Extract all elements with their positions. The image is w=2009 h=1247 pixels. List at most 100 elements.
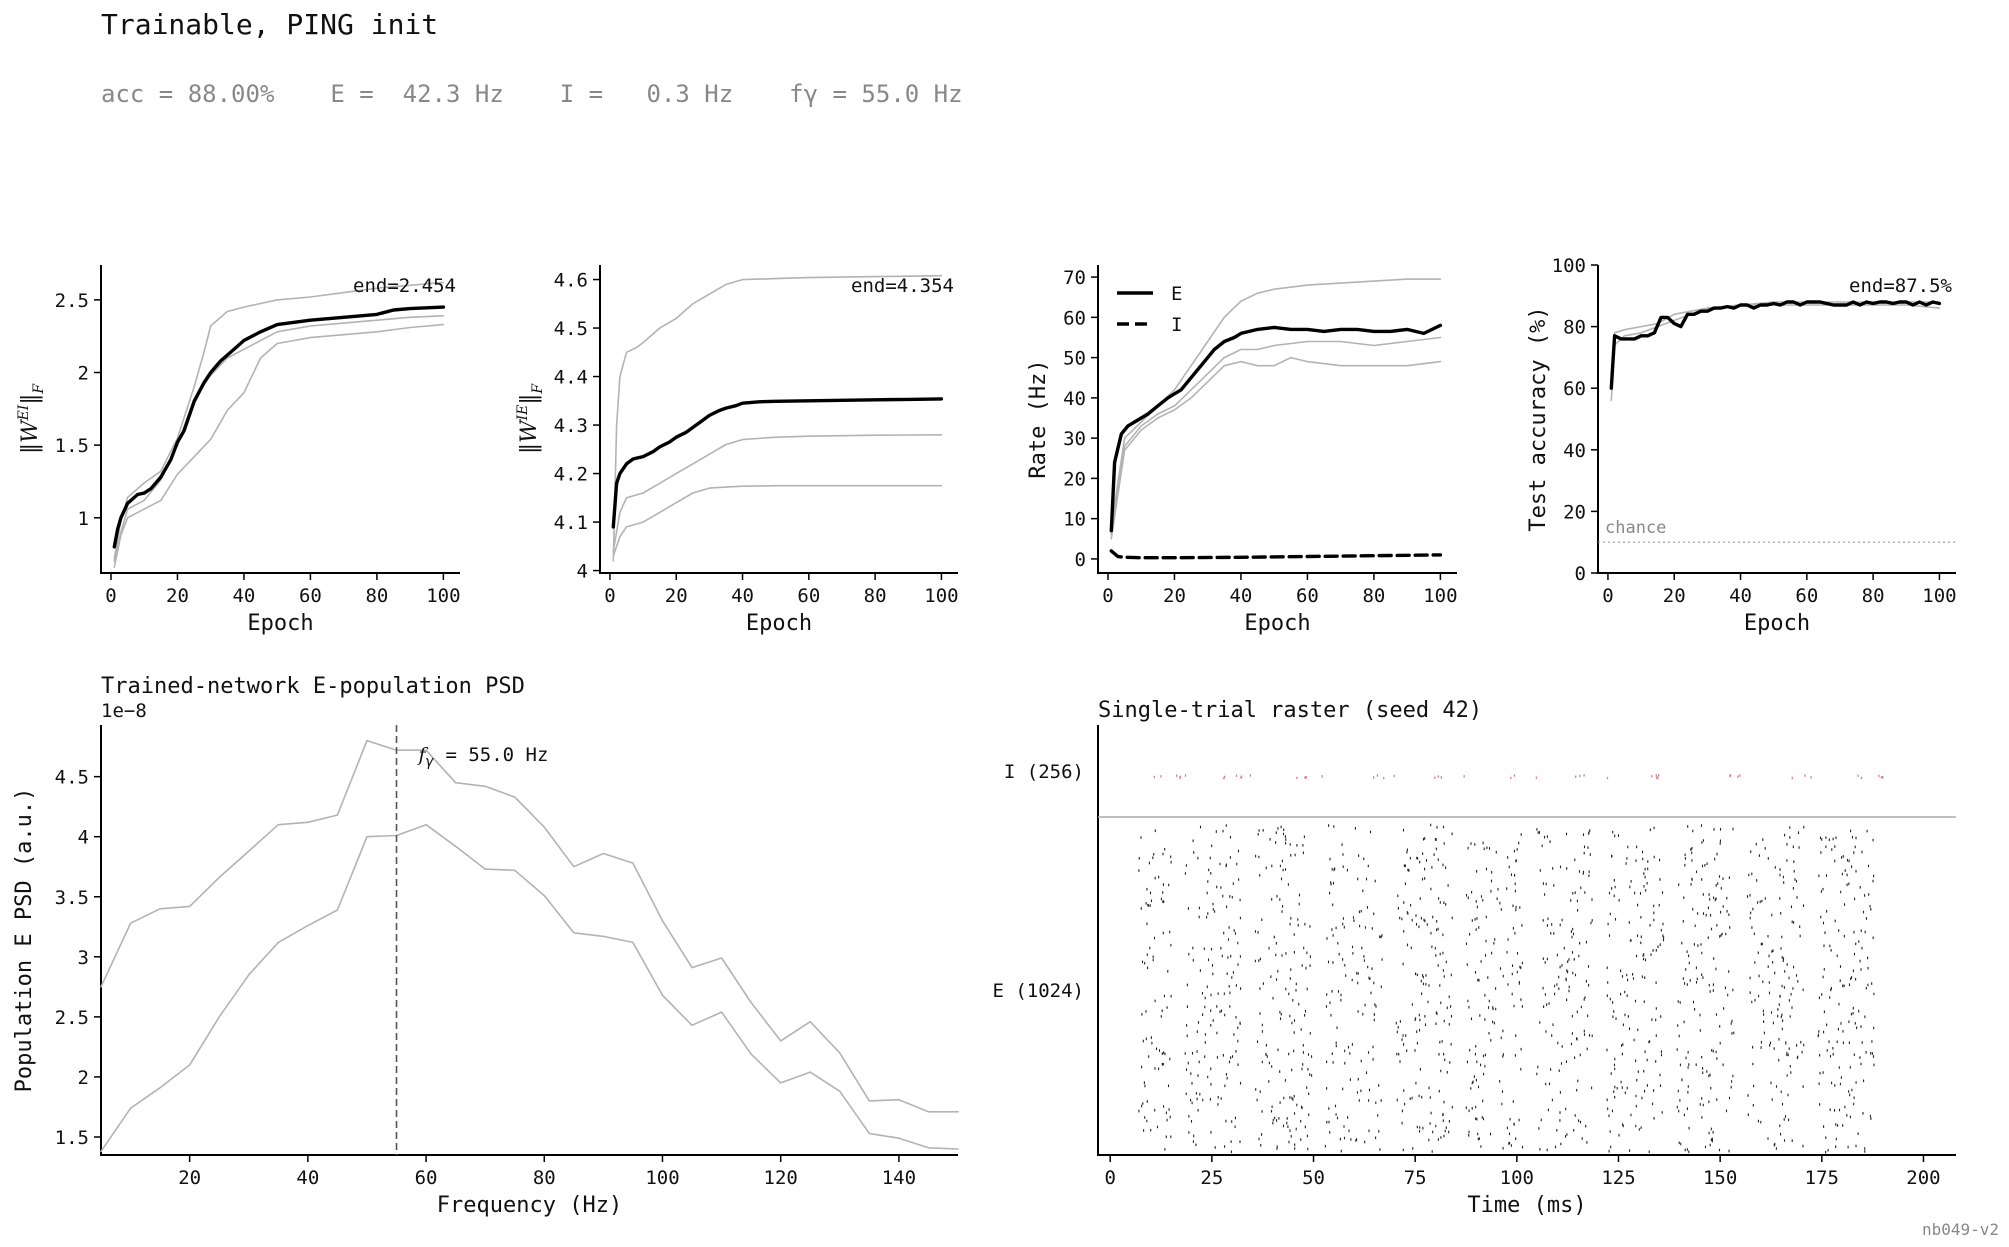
y-tick-label: 70 [1063,267,1086,289]
y-axis-label: Test accuracy (%) [1526,306,1551,531]
x-tick-label: 80 [1862,585,1885,607]
x-tick-label: 100 [1423,585,1457,607]
x-tick-label: 100 [426,585,460,607]
seed-curve [612,433,943,553]
x-tick-label: 0 [1102,585,1113,607]
x-tick-label: 0 [1104,1167,1115,1189]
stat-e-rate: E = 42.3 Hz [330,80,504,108]
y-tick-label: 50 [1063,348,1086,370]
stat-accuracy: acc = 88.00% [101,80,275,108]
psd-curve [100,823,959,1153]
x-tick-label: 20 [166,585,189,607]
y-tick-label: 40 [1563,440,1586,462]
plot-spike-raster: 0 25 50 75 100 125 150 175 200 Time (ms) Single-tr… [992,698,1956,1218]
plot-e-psd: 20 40 60 80 100 120 140 1.5 2 2.5 3 3.5 4 4.5 Frequenc… [12,674,959,1218]
y-scale-multiplier: 1e−8 [101,700,147,722]
end-value-annotation: end=87.5% [1849,275,1953,297]
e-population-label: E (1024) [992,980,1084,1002]
x-tick-label: 60 [1795,585,1818,607]
y-tick-label: 40 [1063,388,1086,410]
legend-label: E [1171,283,1182,305]
y-tick-label: 100 [1552,255,1586,277]
x-tick-label: 100 [1922,585,1956,607]
x-tick-label: 40 [1229,585,1252,607]
x-tick-label: 100 [924,585,958,607]
legend-label: I [1171,314,1182,336]
y-tick-label: 2.5 [55,1007,89,1029]
x-tick-label: 60 [1296,585,1319,607]
x-axis-label: Epoch [247,611,313,636]
chance-label: chance [1605,518,1666,538]
y-tick-label: 80 [1563,317,1586,339]
x-axis-label: Frequency (Hz) [437,1193,622,1218]
y-tick-label: 2.5 [55,290,89,312]
y-tick-label: 1 [78,508,89,530]
y-tick-label: 4.5 [554,318,588,340]
y-axis-label: Population E PSD (a.u.) [12,788,37,1093]
x-tick-label: 40 [232,585,255,607]
x-tick-label: 75 [1404,1167,1427,1189]
x-tick-label: 175 [1805,1167,1839,1189]
y-tick-label: 4.5 [55,767,89,789]
e-spike-marks [1138,774,1884,1154]
gamma-peak-label: fγ = 55.0 Hz [417,744,549,770]
y-axis-label: ‖WEI‖F [16,383,47,454]
mean-curve [611,397,944,529]
seed-curve [113,314,445,563]
x-tick-label: 20 [1163,585,1186,607]
y-tick-label: 20 [1563,501,1586,523]
x-axis-label: Time (ms) [1467,1193,1586,1218]
x-tick-label: 200 [1906,1167,1940,1189]
x-tick-label: 20 [1663,585,1686,607]
end-value-annotation: end=2.454 [353,275,456,297]
x-tick-label: 25 [1200,1167,1223,1189]
y-tick-label: 4.1 [554,512,588,534]
x-tick-label: 0 [604,585,615,607]
e-rate-curve [1109,323,1443,533]
x-tick-label: 100 [645,1167,679,1189]
x-tick-label: 80 [1362,585,1385,607]
i-rate-curve [1109,549,1443,560]
x-tick-label: 120 [764,1167,798,1189]
x-tick-label: 140 [882,1167,916,1189]
panel-title: Single-trial raster (seed 42) [1098,698,1482,723]
y-tick-label: 4.3 [554,415,588,437]
i-population-label: I (256) [1004,761,1084,783]
x-tick-label: 20 [178,1167,201,1189]
stat-gamma-freq: fγ = 55.0 Hz [789,80,963,108]
y-tick-label: 60 [1063,307,1086,329]
y-tick-label: 0 [1575,563,1586,585]
y-tick-label: 1.5 [55,435,89,457]
x-axis-label: Epoch [746,611,812,636]
x-tick-label: 80 [533,1167,556,1189]
y-tick-label: 4 [78,827,89,849]
x-tick-label: 40 [1729,585,1752,607]
x-tick-label: 150 [1703,1167,1737,1189]
seed-curve [612,274,943,562]
x-tick-label: 50 [1302,1167,1325,1189]
y-tick-label: 3 [78,947,89,969]
y-tick-label: 4.2 [554,464,588,486]
x-tick-label: 60 [299,585,322,607]
x-tick-label: 80 [864,585,887,607]
x-tick-label: 20 [665,585,688,607]
notebook-tag: nb049-v2 [1921,1220,1999,1239]
seed-curve [1110,336,1442,536]
plot-test-accuracy: 0 20 40 60 80 100 0 20 40 60 80 100 Epoch Test accura… [1526,255,1957,636]
mean-curve [112,305,446,549]
y-tick-label: 10 [1063,509,1086,531]
y-axis-label: ‖WIE‖F [515,383,546,454]
x-tick-label: 125 [1601,1167,1635,1189]
summary-stats: acc = 88.00% E = 42.3 Hz I = 0.3 Hz fγ = 55… [101,80,1019,108]
x-tick-label: 40 [296,1167,319,1189]
seed-curve [113,281,445,560]
x-tick-label: 60 [415,1167,438,1189]
y-tick-label: 30 [1063,428,1086,450]
x-axis-label: Epoch [1244,611,1310,636]
y-tick-label: 0 [1075,549,1086,571]
psd-curve [100,739,959,1113]
x-axis-label: Epoch [1744,611,1810,636]
y-tick-label: 2 [78,363,89,385]
y-tick-label: 3.5 [55,887,89,909]
y-tick-label: 1.5 [55,1127,89,1149]
